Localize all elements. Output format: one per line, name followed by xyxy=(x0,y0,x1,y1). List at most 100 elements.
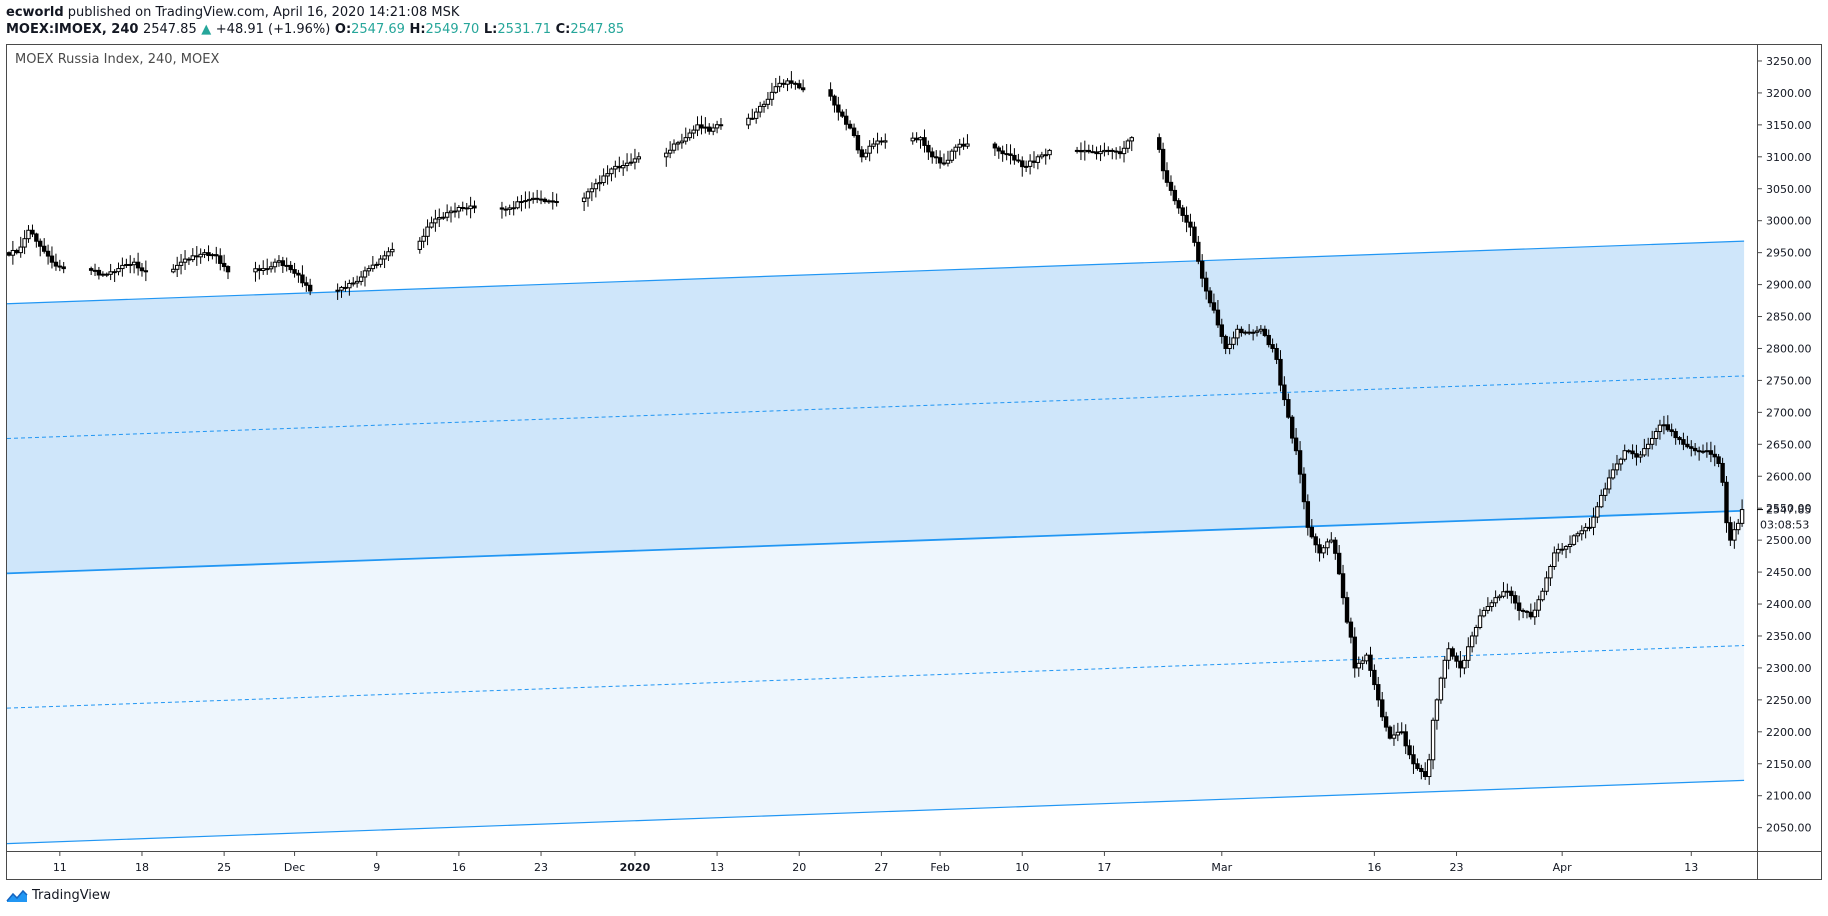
candle-body xyxy=(789,80,794,84)
candle-body xyxy=(1203,277,1209,292)
candle-body xyxy=(1399,731,1404,734)
candle-body xyxy=(1380,699,1385,718)
channel-upper-line xyxy=(6,240,1745,305)
candle-body xyxy=(1192,226,1197,243)
candle-body xyxy=(1622,450,1627,460)
candle-body xyxy=(1407,745,1412,756)
chart-header: ecworld published on TradingView.com, Ap… xyxy=(6,4,624,38)
candle-body xyxy=(433,218,438,224)
candle-body xyxy=(1493,597,1498,604)
candle-body xyxy=(941,162,947,165)
candle-body xyxy=(472,205,477,209)
candle-body xyxy=(683,137,688,142)
candle-body xyxy=(1685,443,1690,448)
candle-body xyxy=(1129,137,1134,142)
candle-body xyxy=(1708,450,1714,455)
candle-body xyxy=(1387,726,1393,739)
y-tick-label: 2650.00 xyxy=(1766,438,1812,451)
candle-body xyxy=(1673,431,1678,439)
candle-body xyxy=(530,197,536,200)
candle-body xyxy=(1278,358,1283,386)
candle-body xyxy=(437,217,442,220)
candle-body xyxy=(1348,621,1354,638)
symbol-label[interactable]: MOEX:IMOEX, 240 xyxy=(6,22,139,37)
candle-body xyxy=(918,137,923,141)
candle-body xyxy=(1336,552,1342,575)
candle-body xyxy=(679,140,685,144)
y-tick-label: 2850.00 xyxy=(1766,311,1812,324)
candle-body xyxy=(1282,384,1287,401)
candle-body xyxy=(354,280,360,284)
candle-body xyxy=(1575,533,1580,537)
candle-body xyxy=(268,266,274,270)
candle-body xyxy=(926,144,931,153)
candle-body xyxy=(1583,526,1588,532)
candle-body xyxy=(1638,454,1643,458)
candle-body xyxy=(699,124,704,129)
candle-body xyxy=(707,126,712,132)
candle-body xyxy=(1344,597,1350,623)
candle-body xyxy=(636,156,642,160)
candle-body xyxy=(1094,151,1099,155)
candle-body xyxy=(507,207,512,210)
candle-body xyxy=(1532,609,1538,618)
candle-body xyxy=(777,82,782,88)
candle-body xyxy=(1466,646,1471,661)
tradingview-brand[interactable]: TradingView xyxy=(6,888,111,903)
candle-body xyxy=(1677,437,1682,441)
y-tick-label: 2700.00 xyxy=(1766,406,1812,419)
candle-body xyxy=(1614,463,1620,471)
ohlc-line: MOEX:IMOEX, 240 2547.85 ▲ +48.91 (+1.96%… xyxy=(6,21,624,38)
candle-body xyxy=(1552,552,1557,567)
change-arrow-icon: ▲ xyxy=(201,22,212,37)
candle-body xyxy=(1270,344,1275,349)
candle-body xyxy=(847,123,853,129)
tradingview-logo-icon xyxy=(6,889,28,902)
candle-body xyxy=(1000,150,1005,155)
candle-body xyxy=(374,263,379,266)
candle-body xyxy=(1168,181,1174,191)
candle-body xyxy=(1254,330,1260,333)
candle-body xyxy=(1536,599,1541,611)
x-tick-label: 20 xyxy=(792,861,806,874)
candle-body xyxy=(1313,536,1318,546)
candle-body xyxy=(1716,456,1721,464)
candle-body xyxy=(214,254,219,257)
candle-body xyxy=(1728,522,1733,541)
candle-body xyxy=(1333,539,1338,554)
candle-body xyxy=(288,264,293,271)
candle-body xyxy=(605,173,610,177)
candle-body xyxy=(1321,547,1326,554)
candle-body xyxy=(1098,151,1103,155)
candle-body xyxy=(1497,595,1502,599)
candle-body xyxy=(1591,516,1596,528)
candle-body xyxy=(429,222,434,228)
candle-body xyxy=(1160,148,1166,172)
high-label: H: xyxy=(409,22,426,37)
candle-body xyxy=(1157,137,1162,150)
candle-body xyxy=(1411,754,1416,765)
x-tick-label: 16 xyxy=(452,861,466,874)
y-tick-label: 3100.00 xyxy=(1766,151,1812,164)
candle-body xyxy=(832,95,837,106)
candle-body xyxy=(1239,328,1244,334)
candle-body xyxy=(664,152,669,158)
x-tick-label: 10 xyxy=(1015,861,1029,874)
candle-body xyxy=(1223,335,1228,349)
candle-body xyxy=(22,238,27,248)
channel-lower-line xyxy=(6,779,1745,845)
candle-body xyxy=(1513,595,1518,604)
candle-body xyxy=(519,201,524,204)
candle-body xyxy=(1117,151,1123,155)
candle-body xyxy=(26,229,31,240)
x-tick-label: 18 xyxy=(135,861,149,874)
candle-body xyxy=(178,261,184,266)
candle-body xyxy=(624,162,630,167)
publisher-name[interactable]: ecworld xyxy=(6,5,64,20)
candle-body xyxy=(1395,731,1401,736)
candle-body xyxy=(1219,324,1224,337)
candle-body xyxy=(1180,207,1185,216)
candle-body xyxy=(1630,450,1635,455)
candle-body xyxy=(867,145,872,154)
